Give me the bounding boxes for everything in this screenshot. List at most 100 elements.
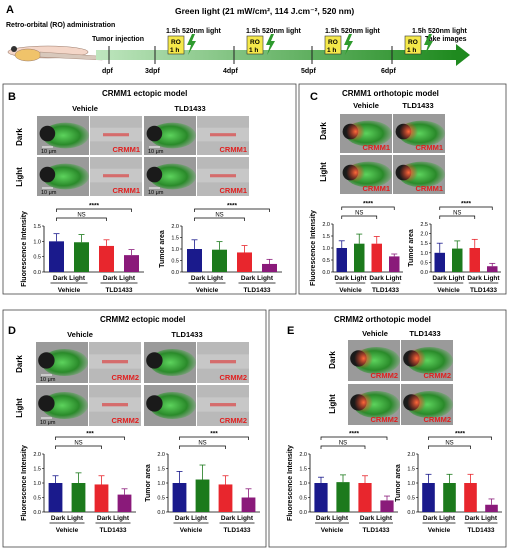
d-img-vl: 10 μm	[36, 385, 88, 426]
sig-label: ****	[227, 203, 238, 210]
x-category-tld: Dark Light	[241, 275, 274, 282]
bar-0	[314, 483, 328, 512]
ns-label: NS	[198, 441, 206, 447]
ns-label: NS	[453, 211, 461, 217]
y-tick-label: 1.5	[407, 467, 415, 473]
chart-D-fi: 0.0 0.5 1.0 1.5 2.0 Fluorescence Intensity Dar…	[21, 431, 136, 534]
tumor-spot	[346, 162, 365, 183]
bar-2	[464, 483, 477, 512]
y-tick-label: 2.0	[420, 232, 428, 238]
tumor-spot	[354, 392, 373, 413]
light-step-5: 1.5h 520nm light	[325, 28, 381, 35]
bar-0	[48, 483, 63, 512]
panel-b-vehicle-label: Vehicle	[72, 104, 98, 113]
group-label-tld: TLD1433	[362, 527, 389, 534]
e-img-vd: CRMM2	[348, 340, 400, 381]
ns-label: NS	[77, 213, 85, 219]
fish-eye	[39, 125, 56, 142]
x-category-tld: Dark Light	[360, 515, 393, 522]
bar-1	[212, 249, 227, 272]
b-img-vd: 10 μm	[37, 116, 89, 155]
y-tick-label: 1.5	[33, 224, 41, 230]
bar-3	[124, 255, 139, 272]
day-label-3: 3dpf	[145, 68, 160, 75]
tumor-injection-label: Tumor injection	[92, 36, 144, 43]
sig-label: ****	[363, 201, 374, 208]
panel-letter-c: C	[310, 91, 318, 103]
ns-label: NS	[445, 441, 453, 447]
zebrafish-larva-illustration	[7, 45, 113, 62]
tumor-signal	[210, 360, 236, 364]
y-tick-label: 1.0	[299, 481, 307, 487]
bar-2	[94, 484, 109, 512]
chart-B-ta: 0.0 0.5 1.0 1.5 2.0 Tumor area Dark Light Dark …	[159, 203, 282, 294]
x-category-tld: Dark Light	[465, 515, 498, 522]
d-img-vl-zoom: CRMM2	[89, 385, 141, 426]
bar-2	[469, 248, 480, 272]
d-img-td-zoom: CRMM2	[197, 342, 249, 383]
sig-label: ***	[86, 431, 94, 438]
ro-box-label: RO	[171, 39, 181, 46]
sig-bracket	[56, 208, 132, 212]
bar-3	[485, 504, 498, 512]
y-axis-label: Tumor area	[395, 464, 402, 502]
bar-2	[358, 483, 372, 512]
sig-bracket	[428, 436, 492, 440]
y-axis-label: Tumor area	[159, 230, 166, 268]
panel-d-tld-label: TLD1433	[171, 330, 202, 339]
ns-bracket	[56, 217, 107, 221]
y-axis-label: Tumor area	[408, 229, 415, 267]
group-label-vehicle: Vehicle	[196, 287, 219, 294]
chart-C-ta: 0.0 0.5 1.0 1.5 2.0 2.5 Tumor area Dark Light Da…	[408, 201, 501, 294]
b-img-vd-zoom: CRMM1	[90, 116, 142, 155]
ro-step-1: RO1 h	[246, 34, 275, 55]
day-label-0: dpf	[102, 68, 114, 75]
fish-eye	[38, 352, 55, 369]
y-axis-label: Fluorescence Intensity	[287, 445, 294, 521]
panel-letter-d: D	[8, 325, 16, 337]
scale-bar-label: 10 μm	[148, 190, 164, 196]
bar-1	[71, 483, 86, 512]
group-label-vehicle: Vehicle	[321, 527, 344, 534]
y-tick-label: 0.5	[157, 496, 165, 502]
lightning-icon	[344, 34, 353, 55]
x-category-vehicle: Dark Light	[53, 275, 86, 282]
green-light-label: Green light (21 mW/cm², 114 J.cm⁻², 520 …	[175, 6, 354, 16]
sig-label: ****	[89, 203, 100, 210]
y-tick-label: 1.0	[171, 247, 179, 253]
hour-box-label: 1 h	[407, 47, 416, 54]
panel-e-title: CRMM2 orthotopic model	[334, 315, 431, 324]
hour-box-label: 1 h	[327, 47, 336, 54]
group-label-vehicle: Vehicle	[58, 287, 81, 294]
ro-box-label: RO	[328, 39, 338, 46]
x-category-tld: Dark Light	[103, 275, 136, 282]
panel-d-light-label: Light	[15, 398, 24, 418]
d-img-tl	[144, 385, 197, 426]
ns-bracket	[439, 215, 476, 219]
panel-c-title: CRMM1 orthotopic model	[342, 89, 439, 98]
bar-3	[380, 500, 394, 512]
panel-e-frame	[268, 309, 507, 548]
cell-line-label: CRMM2	[220, 373, 248, 382]
y-tick-label: 1.0	[33, 239, 41, 245]
cell-line-label: CRMM1	[363, 143, 391, 152]
y-tick-label: 0.0	[407, 510, 415, 516]
group-label-tld: TLD1433	[105, 287, 132, 294]
fish-eye	[146, 125, 163, 142]
hour-box-label: 1 h	[249, 47, 258, 54]
sig-label: ***	[210, 431, 218, 438]
ns-bracket	[194, 217, 245, 221]
scale-bar-label: 10 μm	[41, 190, 57, 196]
cell-line-label: CRMM2	[112, 373, 140, 382]
ns-label: NS	[355, 211, 363, 217]
panel-a: A Green light (21 mW/cm², 114 J.cm⁻², 52…	[6, 4, 470, 75]
ro-box	[324, 35, 342, 55]
cell-line-label: CRMM2	[371, 371, 399, 380]
fish-eye	[38, 395, 55, 412]
scale-bar-label: 10 μm	[40, 420, 56, 426]
b-img-vl: 10 μm	[37, 157, 89, 196]
y-tick-label: 0.5	[322, 258, 330, 264]
ro-box	[246, 35, 264, 55]
bar-3	[262, 263, 277, 272]
ns-bracket	[320, 445, 366, 449]
